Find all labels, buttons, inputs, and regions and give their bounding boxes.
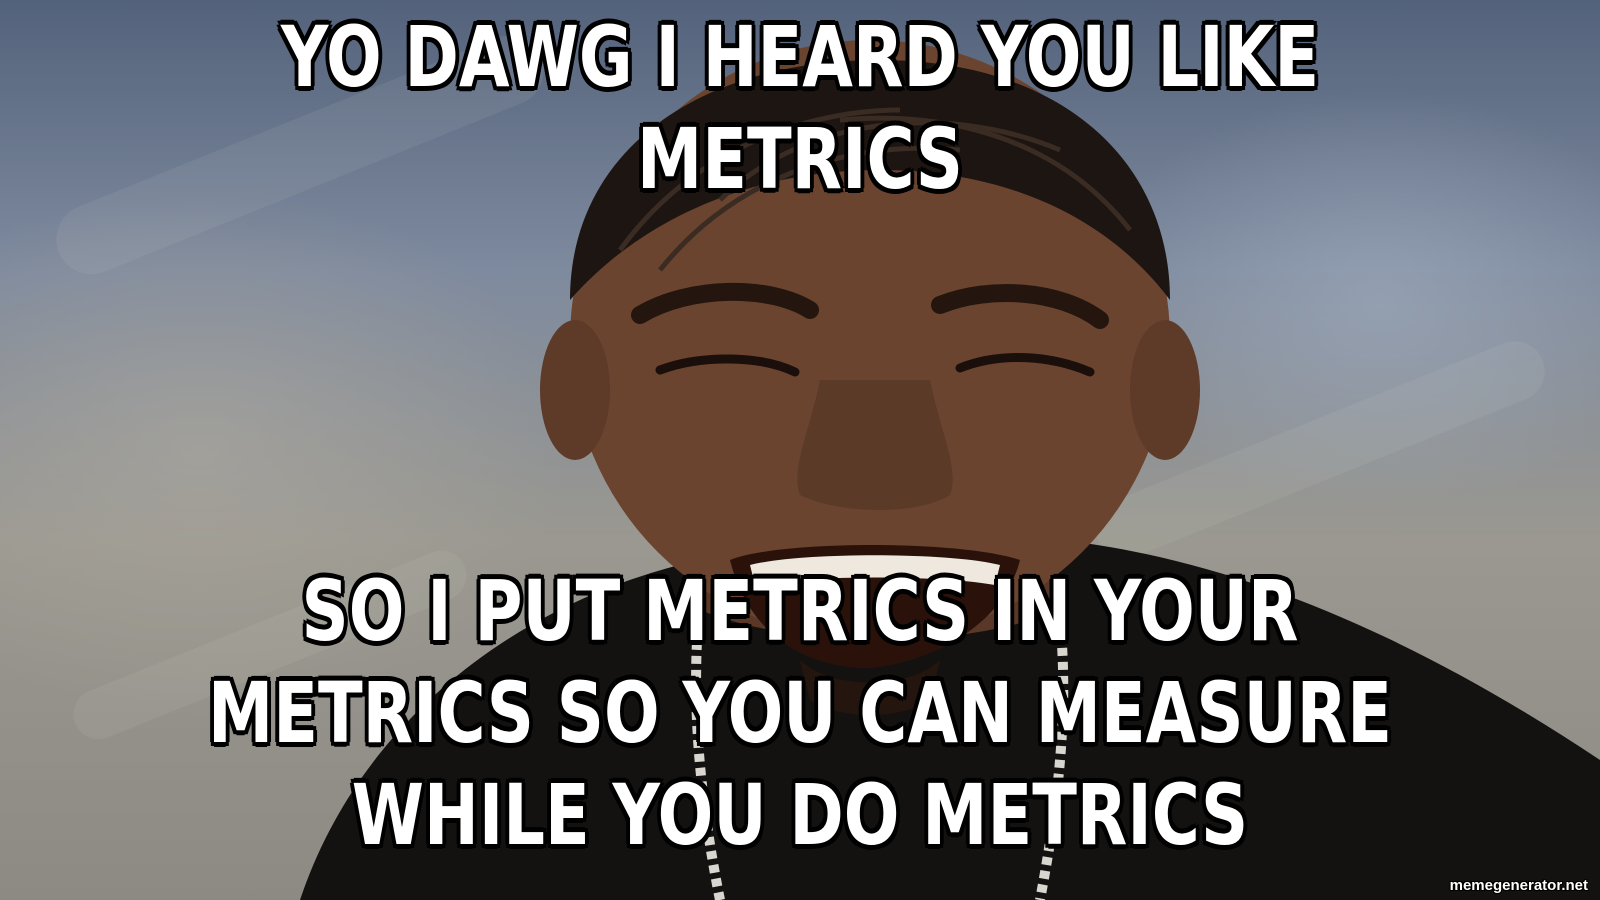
top-caption: YO DAWG I HEARD YOU LIKE METRICS bbox=[280, 8, 1320, 208]
right-brow bbox=[931, 284, 1109, 329]
bottom-caption: SO I PUT METRICS IN YOUR METRICS SO YOU … bbox=[207, 562, 1392, 864]
left-eye bbox=[655, 354, 800, 377]
braided-hair bbox=[570, 60, 1170, 300]
right-eye bbox=[955, 353, 1095, 377]
nose bbox=[797, 380, 953, 510]
goatee bbox=[800, 660, 940, 715]
right-ear bbox=[1130, 320, 1200, 460]
left-ear bbox=[540, 320, 610, 460]
chain-necklace bbox=[691, 599, 1069, 900]
left-brow bbox=[631, 282, 819, 324]
watermark: memegenerator.net bbox=[1449, 877, 1588, 894]
teeth bbox=[750, 555, 1000, 585]
shirt bbox=[300, 540, 1600, 900]
